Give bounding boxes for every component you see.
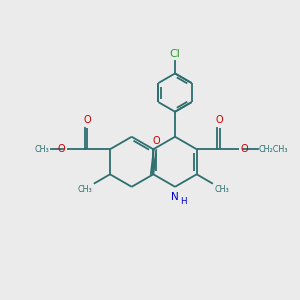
Text: O: O xyxy=(240,144,248,154)
Text: O: O xyxy=(216,115,224,125)
Text: O: O xyxy=(152,136,160,146)
Text: CH₂CH₃: CH₂CH₃ xyxy=(259,145,288,154)
Text: N: N xyxy=(171,192,179,202)
Text: H: H xyxy=(180,197,187,206)
Text: O: O xyxy=(58,144,65,154)
Text: Cl: Cl xyxy=(169,49,181,59)
Text: O: O xyxy=(83,115,91,125)
Text: CH₃: CH₃ xyxy=(34,145,49,154)
Text: CH₃: CH₃ xyxy=(78,185,92,194)
Text: CH₃: CH₃ xyxy=(214,185,229,194)
